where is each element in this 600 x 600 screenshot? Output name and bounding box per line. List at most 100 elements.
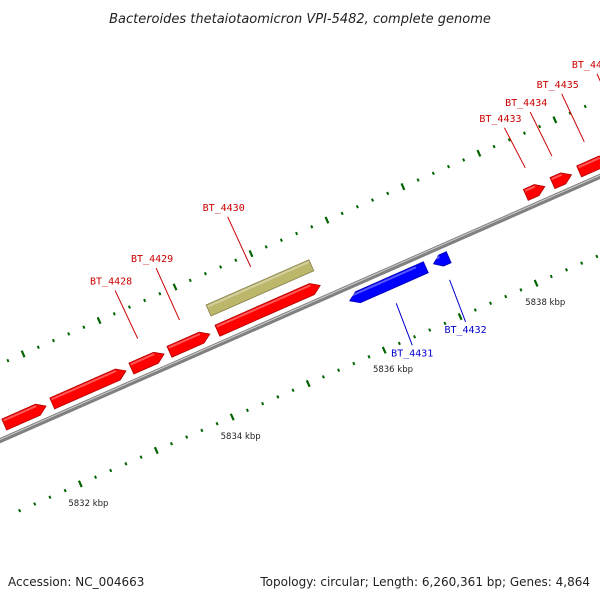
outer-ring-minor-tick: [67, 332, 71, 336]
inner-ring-minor-tick: [321, 375, 325, 379]
bt-4432-gene-sheen: [432, 256, 440, 261]
inner-ring-minor-tick: [200, 428, 204, 433]
inner-ring-minor-tick: [48, 495, 52, 500]
inner-ring-minor-tick: [549, 274, 553, 279]
bt-4435-label: BT_4435: [537, 80, 579, 91]
inner-ring-minor-tick: [595, 254, 599, 259]
inner-ring-minor-tick: [580, 261, 584, 265]
inner-ring-minor-tick: [139, 455, 143, 459]
inner-ring-minor-tick: [428, 328, 432, 332]
inner-ring-major-tick: [77, 480, 83, 488]
bt-4434-leader-line: [529, 111, 553, 157]
outer-ring-minor-tick: [51, 338, 56, 343]
outer-tick-ring: [6, 104, 587, 363]
outer-ring-minor-tick: [431, 171, 435, 176]
bt-4432-leader-line: [449, 279, 467, 322]
inner-ring-minor-tick: [413, 334, 417, 339]
bt-4431-gene-arrow: [349, 261, 429, 304]
outer-ring-minor-tick: [310, 225, 314, 229]
outer-ring-minor-tick: [507, 138, 511, 142]
backbone-highlight: [0, 174, 600, 441]
unnamed-gene-arrow: [214, 283, 321, 337]
outer-ring-minor-tick: [522, 131, 526, 135]
unnamed-gene-arrow: [49, 368, 127, 410]
inner-tick-ring: [18, 254, 599, 513]
bt-4435-leader-line: [561, 93, 585, 143]
outer-ring-minor-tick: [203, 271, 207, 276]
outer-ring-minor-tick: [371, 198, 375, 202]
inner-ring-minor-tick: [169, 441, 174, 446]
bt-4428-gene-arrow: [128, 351, 165, 375]
outer-ring-minor-tick: [219, 265, 223, 269]
genes-layer: [1, 155, 600, 431]
tick-label: 5836 kbp: [373, 365, 413, 375]
outer-ring-minor-tick: [143, 298, 147, 303]
inner-ring-minor-tick: [185, 435, 189, 439]
inner-ring-minor-tick: [504, 294, 508, 299]
inner-ring-minor-tick: [443, 321, 447, 326]
bt-4432-label: BT_4432: [444, 325, 486, 336]
outer-ring-minor-tick: [127, 305, 131, 309]
bt-4434-label: BT_4434: [505, 98, 547, 109]
inner-ring-minor-tick: [215, 421, 219, 426]
unnamed-gene-sheen: [216, 284, 311, 328]
inner-ring-major-tick: [229, 413, 235, 421]
backbone-line: [0, 173, 600, 444]
outer-ring-minor-tick: [583, 104, 587, 109]
inner-ring-minor-tick: [245, 408, 249, 413]
inner-ring-minor-tick: [33, 502, 37, 506]
outer-ring-major-tick: [248, 249, 254, 258]
outer-ring-minor-tick: [416, 178, 420, 182]
inner-ring-minor-tick: [276, 395, 280, 399]
outer-ring-minor-tick: [295, 231, 299, 236]
outer-ring-major-tick: [96, 316, 102, 325]
bt-4433-gene-arrow: [522, 184, 546, 201]
inner-ring-minor-tick: [519, 288, 523, 292]
inner-ring-minor-tick: [489, 301, 493, 306]
bt-4431-gene-sheen: [348, 266, 417, 298]
outer-ring-major-tick: [324, 216, 330, 224]
genome-backbone: [0, 173, 600, 444]
bt-4429-gene-sheen: [168, 333, 201, 349]
outer-ring-minor-tick: [188, 278, 192, 283]
inner-ring-minor-tick: [352, 361, 356, 366]
bt-4429-gene-arrow: [166, 331, 211, 358]
bt-4430-leader-line: [227, 216, 252, 268]
outer-ring-minor-tick: [264, 245, 268, 249]
bt-4434-gene-sheen: [551, 173, 563, 180]
bt-4433-label: BT_4433: [479, 114, 521, 125]
inner-ring-minor-tick: [397, 341, 401, 346]
bt-4436-label: BT_4436: [572, 60, 600, 71]
unnamed-gene-arrow: [1, 403, 47, 431]
outer-ring-minor-tick: [36, 345, 40, 350]
footer-accession: Accession: NC_004663: [8, 575, 144, 589]
inner-ring-major-tick: [533, 279, 539, 287]
outer-ring-major-tick: [476, 149, 482, 157]
outer-ring-major-tick: [172, 283, 178, 291]
inner-ring-minor-tick: [109, 468, 113, 473]
outer-ring-minor-tick: [158, 291, 162, 296]
bt-4434-gene-arrow: [549, 172, 573, 190]
bt-4430-gene-sheen: [207, 261, 310, 308]
outer-ring-minor-tick: [386, 191, 390, 196]
bt-4431-leader-line: [395, 303, 413, 346]
bt-4432-gene-arrow: [432, 251, 452, 267]
outer-ring-minor-tick: [234, 258, 238, 263]
tick-label: 5838 kbp: [525, 298, 565, 308]
outer-ring-minor-tick: [446, 164, 451, 169]
bt-4435-gene-sheen: [577, 157, 600, 169]
bt-4430-gene-arrow: [205, 259, 315, 317]
outer-ring-minor-tick: [112, 312, 116, 316]
outer-ring-minor-tick: [355, 204, 359, 209]
bt-4431-label: BT_4431: [391, 348, 433, 359]
tick-label: 5832 kbp: [68, 499, 108, 509]
inner-ring-major-tick: [381, 346, 387, 354]
inner-ring-minor-tick: [473, 308, 477, 312]
inner-ring-minor-tick: [94, 475, 98, 479]
inner-ring-minor-tick: [337, 368, 341, 372]
outer-ring-minor-tick: [492, 144, 496, 149]
inner-ring-minor-tick: [63, 488, 67, 493]
